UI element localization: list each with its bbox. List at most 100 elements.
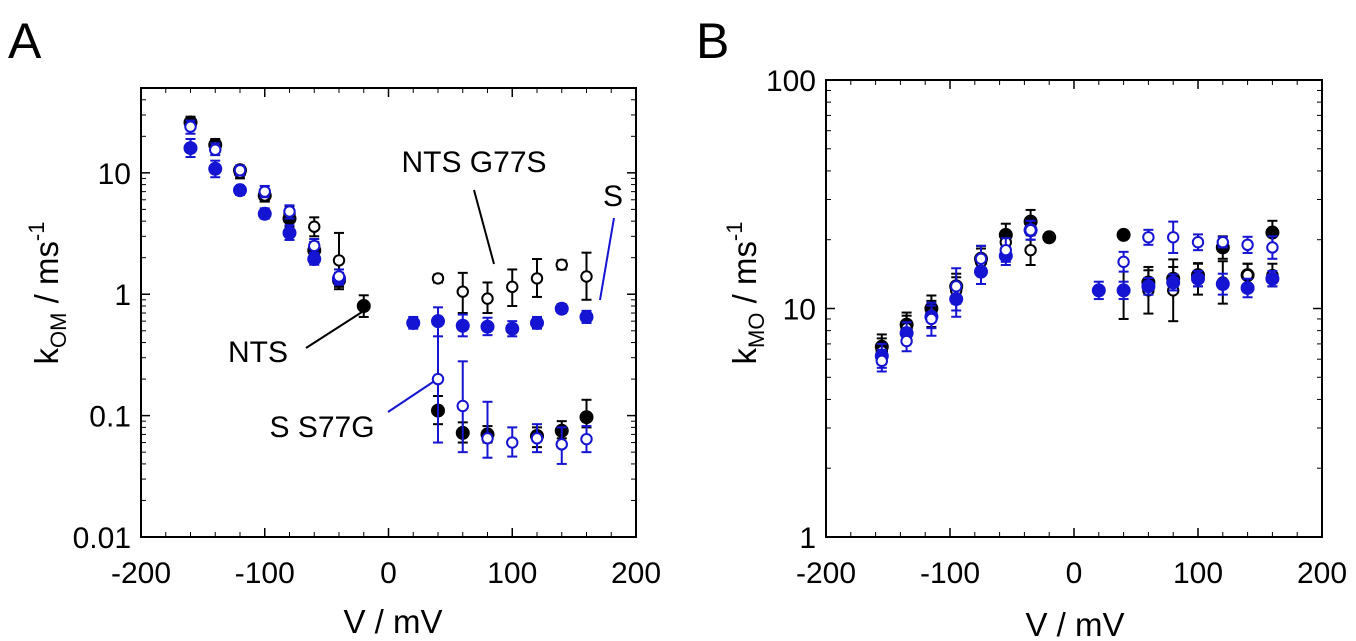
panel-a-point [555, 438, 568, 451]
panel-b-point [950, 280, 963, 293]
panel-a-annotation-s-s77g: S S77G [269, 411, 374, 444]
panel-a-point [481, 292, 494, 305]
panel-a-point [208, 161, 223, 176]
panel-a-annotation-nts: NTS [228, 336, 288, 369]
panel-a-point [332, 254, 346, 267]
panel-a-point [530, 432, 544, 445]
panel-b-point [1142, 231, 1155, 244]
panel-a-point [258, 185, 271, 198]
panel-a-point [530, 315, 544, 330]
panel-a-point [283, 205, 296, 218]
panel-a-point [481, 432, 494, 445]
panel-b: B -200 -100 0 100 200 1 10 100 V / mV kMO / ms-… [696, 13, 1347, 641]
panel-b-xtick-label: 200 [1297, 557, 1347, 590]
panel-a-point [480, 319, 495, 334]
panel-a-series-open-blue [184, 119, 593, 465]
panel-b-series-open-blue [875, 219, 1279, 373]
panel-b-point [1116, 283, 1131, 298]
panel-a-point [506, 436, 519, 449]
panel-a-xlabel: V / mV [343, 603, 442, 640]
panel-b-point [1024, 224, 1037, 237]
panel-a-point [307, 252, 322, 267]
panel-b-point [1091, 283, 1106, 298]
panel-b-frame [825, 79, 1323, 538]
panel-a-point [455, 318, 470, 333]
panel-b-point [1266, 241, 1279, 254]
panel-a-point [282, 225, 297, 240]
panel-b-point [925, 312, 938, 326]
panel-a-xtick-label: 200 [611, 557, 661, 590]
panel-a-point [233, 183, 247, 198]
panel-a-ytick-label: 0.1 [89, 401, 131, 434]
panel-b-point [1240, 280, 1255, 295]
panel-b-ylabel: kMO / ms-1 [722, 221, 769, 364]
panel-a-point [356, 298, 371, 313]
panel-b-xlabel: V / mV [1025, 606, 1124, 641]
panel-a-leader-s-s77g [387, 381, 434, 413]
panel-b-point [1216, 236, 1230, 249]
panel-a-ytick-label: 1 [114, 279, 131, 312]
panel-b-point [1116, 227, 1131, 242]
panel-b-plot-area: -200 -100 0 100 200 1 10 100 [766, 65, 1347, 590]
panel-a-point [332, 270, 346, 283]
panel-b-point [1167, 231, 1180, 244]
panel-a-point [308, 220, 321, 233]
panel-a-xtick-label: -100 [235, 557, 295, 590]
panel-a-xtick-label: -200 [111, 557, 171, 590]
panel-b-point [1117, 255, 1130, 269]
panel-a-xtick-label: 0 [380, 557, 397, 590]
panel-a-letter: A [8, 13, 42, 69]
panel-b-point [875, 354, 888, 368]
panel-b-ytick-label: 100 [766, 65, 816, 98]
panel-a-xtick-label: 100 [487, 557, 537, 590]
panel-b-xtick-label: 0 [1066, 557, 1083, 590]
panel-a-leader-nts-g77s [473, 189, 495, 265]
panel-b-xtick-label: -200 [796, 557, 856, 590]
panel-a-point [554, 301, 569, 316]
panel-b-letter: B [696, 13, 729, 69]
panel-b-point [1241, 238, 1254, 252]
panel-a: A -200 -100 0 100 200 0.01 0.1 1 10 NTS G77S S NTS S… [8, 13, 661, 640]
panel-b-point [1215, 277, 1230, 292]
panel-b-xtick-label: -100 [920, 557, 980, 590]
panel-a-point [579, 309, 594, 324]
panel-a-plot-area: -200 -100 0 100 200 0.01 0.1 1 10 NTS G77S S NTS S S… [73, 87, 661, 590]
panel-a-leader-nts [305, 311, 363, 349]
panel-b-xtick-label: 100 [1173, 557, 1223, 590]
panel-b-point [1191, 236, 1205, 249]
panel-a-point [456, 399, 469, 413]
panel-a-point [505, 321, 520, 336]
panel-a-point [580, 432, 593, 446]
panel-a-point [456, 285, 469, 298]
panel-a-ylabel: kOM / ms-1 [24, 221, 71, 364]
panel-a-point [431, 372, 445, 386]
panel-a-point [579, 410, 594, 425]
panel-a-point [506, 280, 519, 294]
panel-a-ytick-label: 10 [98, 158, 131, 191]
panel-a-point [431, 272, 445, 285]
panel-b-point [999, 243, 1012, 257]
panel-a-point [233, 164, 247, 177]
panel-a-ytick-label: 0.01 [73, 522, 131, 555]
panel-b-point [1191, 271, 1205, 286]
panel-a-leader-s [599, 217, 615, 301]
panel-b-point [974, 252, 988, 266]
panel-a-point [209, 143, 222, 156]
panel-a-point [555, 258, 568, 271]
panel-b-point [900, 334, 913, 348]
panel-b-ytick-label: 10 [783, 294, 816, 327]
panel-a-point [406, 315, 421, 330]
panel-b-point [1166, 275, 1181, 290]
panel-b-ytick-label: 1 [799, 522, 816, 555]
panel-a-point [530, 272, 544, 285]
panel-a-annotation-s: S [603, 180, 623, 213]
panel-a-point [580, 270, 593, 283]
panel-a-annotation-nts-g77s: NTS G77S [401, 146, 546, 179]
panel-b-point [1265, 271, 1280, 286]
panel-a-series-filled-blue [183, 138, 594, 338]
panel-a-point [183, 141, 198, 156]
panel-b-point [1042, 230, 1057, 245]
panel-b-point [1141, 279, 1156, 294]
panel-a-point [257, 206, 272, 221]
